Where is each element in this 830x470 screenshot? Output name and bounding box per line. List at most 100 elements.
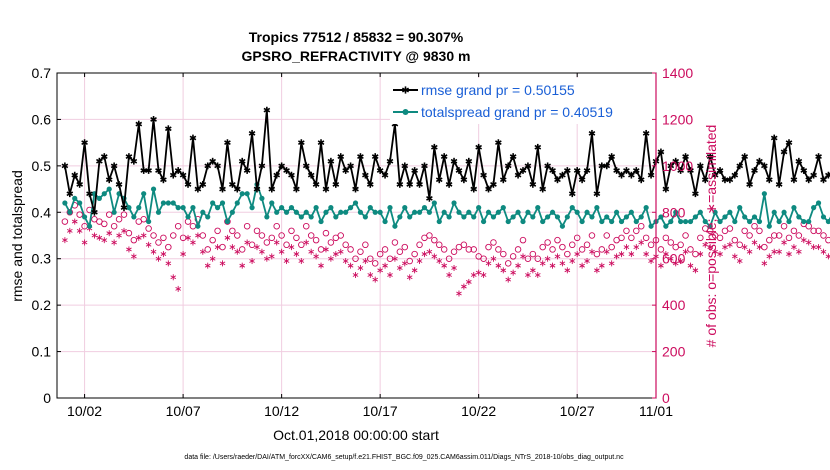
obs-possible-marker bbox=[253, 227, 261, 235]
totalspread-marker bbox=[564, 214, 570, 220]
obs-possible-marker bbox=[815, 227, 822, 235]
obs-assimilated-marker bbox=[382, 262, 388, 269]
obs-assimilated-marker bbox=[323, 246, 329, 253]
totalspread-marker bbox=[288, 205, 295, 211]
obs-possible-marker bbox=[790, 227, 798, 235]
rmse-marker bbox=[509, 153, 517, 160]
obs-assimilated-marker bbox=[751, 239, 758, 246]
totalspread-marker bbox=[136, 205, 142, 211]
obs-possible-marker bbox=[160, 234, 167, 242]
x-tick-label: 10/27 bbox=[560, 403, 595, 419]
rmse-marker bbox=[662, 185, 670, 193]
totalspread-marker bbox=[466, 209, 472, 215]
totalspread-marker bbox=[480, 218, 487, 225]
obs-possible-marker bbox=[583, 241, 591, 249]
rmse-marker bbox=[603, 162, 611, 170]
obs-assimilated-marker bbox=[761, 260, 768, 267]
totalspread-marker bbox=[668, 218, 674, 225]
rmse-marker bbox=[692, 190, 699, 198]
obs-assimilated-marker bbox=[736, 258, 743, 265]
obs-possible-marker bbox=[662, 234, 670, 242]
rmse-marker bbox=[736, 162, 744, 170]
rmse-marker bbox=[593, 190, 601, 198]
obs-possible-marker bbox=[367, 255, 374, 262]
rmse-marker bbox=[184, 181, 192, 188]
obs-assimilated-marker bbox=[500, 267, 507, 274]
rmse-marker bbox=[667, 162, 675, 170]
obs-possible-marker bbox=[263, 239, 271, 246]
totalspread-marker bbox=[545, 214, 551, 220]
obs-assimilated-marker bbox=[377, 267, 383, 274]
obs-possible-marker bbox=[805, 222, 812, 230]
rmse-marker bbox=[66, 190, 74, 198]
totalspread-marker bbox=[633, 218, 639, 225]
obs-assimilated-marker bbox=[446, 271, 452, 278]
y-tick-label-left: 0.6 bbox=[32, 111, 52, 127]
obs-possible-marker bbox=[327, 239, 335, 246]
obs-assimilated-marker bbox=[667, 255, 674, 262]
y-tick-label-right: 1200 bbox=[662, 111, 693, 127]
obs-assimilated-marker bbox=[603, 248, 610, 255]
obs-possible-marker bbox=[657, 246, 665, 253]
rmse-marker bbox=[775, 181, 783, 188]
obs-assimilated-marker bbox=[692, 267, 699, 274]
obs-assimilated-marker bbox=[490, 255, 497, 262]
rmse-marker bbox=[229, 181, 236, 188]
legend-rmse-label: rmse grand pr = 0.50155 bbox=[421, 82, 575, 98]
obs-possible-marker bbox=[608, 243, 615, 251]
totalspread-marker bbox=[96, 195, 102, 201]
rmse-marker bbox=[327, 157, 335, 165]
totalspread-marker bbox=[372, 209, 378, 215]
totalspread-marker bbox=[343, 209, 349, 215]
obs-possible-marker bbox=[667, 239, 675, 246]
totalspread-marker bbox=[815, 200, 822, 206]
totalspread-marker bbox=[589, 214, 595, 220]
totalspread-marker bbox=[540, 218, 546, 225]
rmse-marker bbox=[219, 185, 226, 193]
rmse-marker bbox=[588, 129, 596, 137]
totalspread-marker bbox=[347, 205, 354, 211]
totalspread-marker bbox=[283, 209, 290, 215]
obs-possible-marker bbox=[460, 241, 468, 249]
totalspread-marker bbox=[293, 209, 300, 215]
totalspread-marker bbox=[500, 205, 506, 211]
x-tick-label: 10/02 bbox=[67, 403, 102, 419]
totalspread-marker bbox=[229, 209, 235, 215]
rmse-marker bbox=[297, 139, 305, 147]
obs-assimilated-marker bbox=[495, 262, 502, 269]
obs-assimilated-marker bbox=[805, 239, 812, 246]
obs-possible-marker bbox=[618, 234, 625, 242]
totalspread-marker bbox=[678, 218, 684, 225]
totalspread-marker bbox=[505, 218, 511, 225]
x-tick-label: 10/07 bbox=[166, 403, 201, 419]
rmse-marker bbox=[421, 162, 428, 170]
obs-possible-marker bbox=[243, 222, 251, 230]
obs-possible-marker bbox=[322, 229, 330, 237]
totalspread-marker bbox=[269, 200, 275, 206]
obs-assimilated-marker bbox=[165, 260, 172, 267]
legend-rmse-marker bbox=[401, 86, 410, 94]
totalspread-marker bbox=[574, 209, 580, 215]
obs-possible-marker bbox=[283, 241, 290, 249]
obs-possible-marker bbox=[603, 232, 610, 239]
totalspread-marker bbox=[77, 200, 83, 206]
rmse-marker bbox=[455, 167, 463, 174]
totalspread-marker bbox=[490, 214, 497, 220]
obs-possible-marker bbox=[544, 239, 551, 246]
rmse-marker bbox=[741, 153, 749, 160]
rmse-marker bbox=[539, 185, 547, 193]
rmse-marker bbox=[135, 120, 143, 128]
rmse-marker bbox=[746, 181, 753, 188]
rmse-marker bbox=[342, 167, 350, 174]
rmse-marker bbox=[189, 134, 197, 142]
totalspread-marker bbox=[308, 214, 314, 220]
rmse-marker bbox=[283, 167, 290, 174]
obs-possible-series bbox=[61, 202, 830, 267]
obs-assimilated-marker bbox=[234, 248, 241, 255]
obs-possible-marker bbox=[101, 220, 108, 228]
obs-possible-marker bbox=[514, 246, 522, 253]
totalspread-marker bbox=[609, 218, 615, 225]
rmse-marker bbox=[426, 194, 433, 202]
obs-assimilated-marker bbox=[347, 262, 354, 269]
